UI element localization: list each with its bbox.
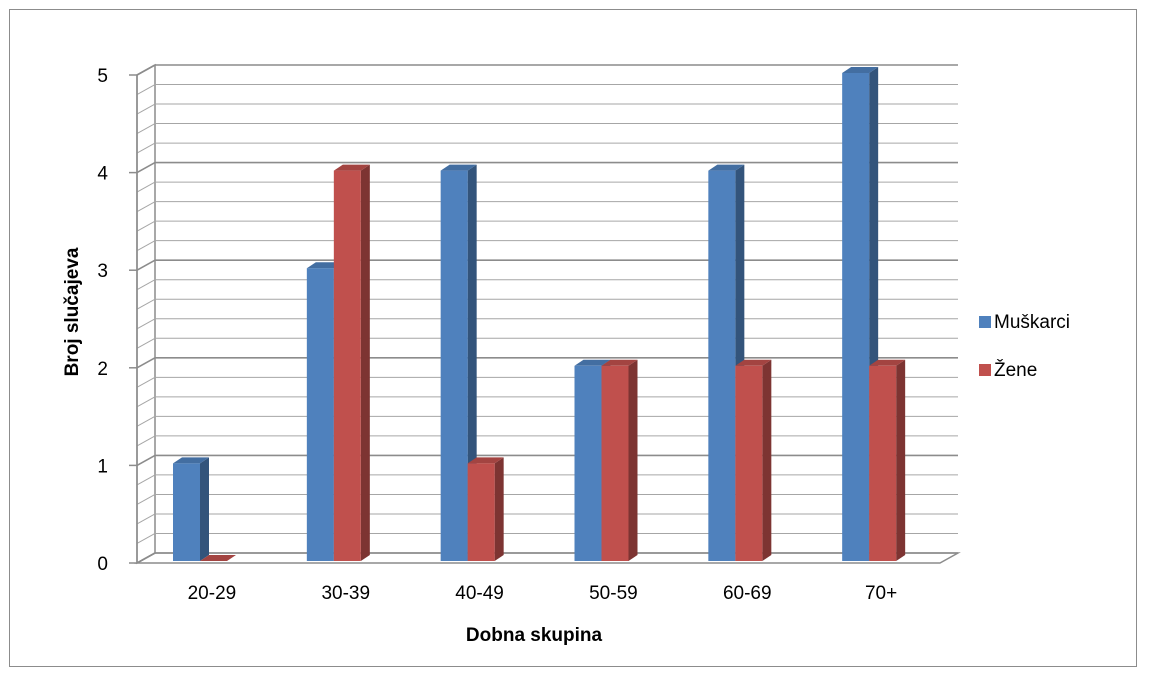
bar-side — [762, 359, 772, 561]
x-tick-label: 30-39 — [321, 583, 370, 604]
bar-top — [173, 457, 209, 464]
gridline-side — [136, 533, 156, 544]
chart-floor — [134, 552, 961, 564]
gridline-side — [136, 103, 156, 115]
bar-top — [735, 359, 772, 366]
chart-side-wall — [136, 63, 156, 565]
legend-label: Muškarci — [994, 312, 1070, 333]
bar — [440, 164, 477, 561]
bar-front — [708, 170, 736, 561]
bar — [869, 359, 906, 561]
gridline-side — [136, 318, 156, 330]
bar-top — [574, 359, 611, 366]
y-tick-label: 2 — [97, 359, 108, 380]
bar-top — [200, 555, 236, 561]
bar-top — [467, 457, 504, 464]
bar-front — [735, 365, 763, 561]
gridline-side — [136, 435, 156, 447]
gridline-side — [136, 240, 156, 252]
x-tick-label: 40-49 — [455, 583, 504, 604]
x-tick-labels: 20-29 30-39 40-49 50-59 60-69 70+ — [188, 583, 898, 604]
bar-front — [173, 463, 200, 561]
legend-swatch — [979, 364, 991, 376]
x-tick-label: 50-59 — [589, 583, 638, 604]
bars — [173, 67, 906, 561]
gridline-side — [136, 259, 156, 271]
gridline-side — [136, 396, 156, 408]
gridline-side — [136, 552, 156, 564]
bar-front — [333, 170, 361, 561]
gridline-side — [136, 84, 156, 95]
gridline-side — [136, 181, 156, 193]
bar-side — [494, 457, 504, 561]
gridline-side — [136, 279, 156, 291]
gridline-side — [136, 454, 156, 467]
y-axis-title: Broj slučajeva — [62, 247, 83, 376]
gridline-side — [136, 220, 156, 232]
gridline-side — [136, 123, 156, 134]
gridline-side — [136, 337, 156, 349]
bar-front — [869, 365, 897, 561]
bar-side — [628, 359, 638, 561]
bar-front — [440, 170, 468, 561]
gridline-side — [136, 357, 156, 369]
chart-walls — [134, 63, 961, 565]
gridline-side — [136, 161, 156, 174]
y-tick-label: 0 — [97, 554, 108, 575]
legend: Muškarci Žene — [979, 312, 1070, 381]
x-axis-title: Dobna skupina — [466, 625, 603, 646]
gridline-side — [136, 513, 156, 525]
gridline-side — [136, 494, 156, 505]
bar-top — [601, 359, 638, 366]
bar-front — [842, 73, 870, 561]
y-tick-label: 1 — [97, 456, 108, 477]
y-tick-label: 5 — [97, 66, 108, 87]
gridline-side — [136, 415, 156, 427]
bar — [735, 359, 772, 561]
bar-top — [333, 164, 370, 171]
bar-top — [869, 359, 906, 366]
gridline-side — [136, 298, 156, 310]
bar — [601, 359, 638, 561]
bar — [173, 457, 209, 561]
bar-top — [708, 164, 745, 171]
bar-side — [896, 359, 906, 561]
bar-front — [306, 268, 334, 561]
gridline-side — [136, 142, 156, 154]
bar-front — [601, 365, 629, 561]
y-tick-labels: 0 1 2 3 4 5 — [97, 66, 138, 575]
bar-front — [574, 365, 602, 561]
bar-side — [360, 164, 370, 561]
x-tick-label: 60-69 — [723, 583, 772, 604]
bar-top — [842, 67, 879, 73]
y-tick-label: 3 — [97, 261, 108, 282]
gridline-side — [136, 201, 156, 213]
bar — [467, 457, 504, 561]
bar-top — [440, 164, 477, 171]
x-tick-label: 20-29 — [188, 583, 237, 604]
bar — [333, 164, 370, 561]
legend-swatch — [979, 316, 991, 328]
legend-item: Muškarci — [979, 312, 1070, 333]
gridlines — [136, 64, 958, 564]
y-tick-label: 4 — [97, 164, 108, 185]
legend-item: Žene — [979, 359, 1037, 381]
bar — [200, 555, 236, 561]
gridline-side — [136, 474, 156, 486]
x-tick-label: 70+ — [865, 583, 897, 604]
gridline-side — [136, 64, 156, 76]
bar-side — [200, 457, 209, 561]
gridline-side — [136, 376, 156, 388]
legend-label: Žene — [994, 359, 1037, 381]
bar-front — [467, 463, 495, 561]
